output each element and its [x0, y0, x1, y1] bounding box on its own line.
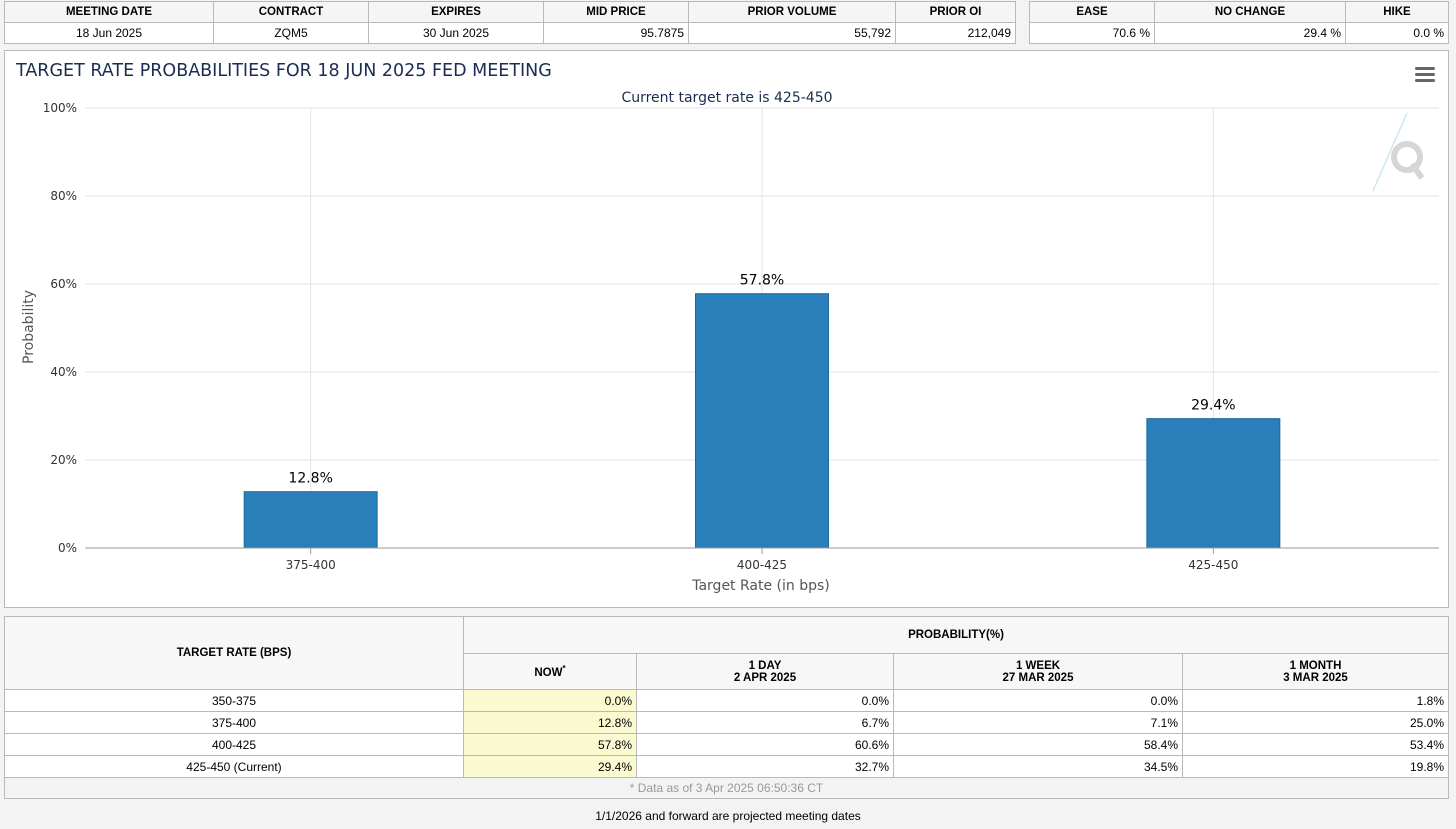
hamburger-menu-icon[interactable]: [1412, 63, 1438, 85]
bar-375-400[interactable]: [243, 491, 378, 549]
one-month-column-header: 1 MONTH 3 MAR 2025: [1182, 653, 1449, 690]
one-month-label: 1 MONTH: [1289, 659, 1342, 672]
probability-history-table: TARGET RATE (BPS) PROBABILITY(%) NOW* 1 …: [4, 616, 1449, 799]
bar-data-label: 12.8%: [288, 471, 332, 487]
now-value-cell: 0.0%: [463, 689, 637, 712]
one-month-date: 3 MAR 2025: [1283, 671, 1348, 684]
meeting-info-table: MEETING DATE CONTRACT EXPIRES MID PRICE …: [4, 1, 1016, 44]
prior-volume-header: PRIOR VOLUME: [688, 1, 896, 23]
now-column-header: NOW*: [463, 653, 637, 690]
footnote-row: * Data as of 3 Apr 2025 06:50:36 CT: [4, 777, 1449, 799]
bar-400-425[interactable]: [695, 293, 829, 549]
mid-price-value: 95.7875: [543, 22, 689, 44]
chart-subtitle: Current target rate is 425-450: [621, 90, 832, 106]
prior-oi-header: PRIOR OI: [895, 1, 1016, 23]
one-month-value-cell: 19.8%: [1182, 755, 1449, 778]
chart-bars: [243, 293, 1281, 549]
ease-header: EASE: [1029, 1, 1155, 23]
target-rate-chart: TARGET RATE PROBABILITIES FOR 18 JUN 202…: [15, 61, 1439, 594]
table-row: 375-400 12.8% 6.7% 7.1% 25.0%: [4, 711, 1449, 734]
one-day-value-cell: 60.6%: [636, 733, 894, 756]
one-week-value-cell: 7.1%: [893, 711, 1183, 734]
one-month-value-cell: 25.0%: [1182, 711, 1449, 734]
y-tick-label: 80%: [50, 189, 77, 203]
y-tick-label: 0%: [58, 541, 77, 555]
one-day-value-cell: 32.7%: [636, 755, 894, 778]
mid-price-header: MID PRICE: [543, 1, 689, 23]
one-month-value-cell: 1.8%: [1182, 689, 1449, 712]
x-axis-title: Target Rate (in bps): [691, 578, 830, 594]
target-rate-header: TARGET RATE (BPS): [4, 616, 464, 690]
ease-value: 70.6 %: [1029, 22, 1155, 44]
hike-value: 0.0 %: [1345, 22, 1449, 44]
probability-summary-table: EASE NO CHANGE HIKE 70.6 % 29.4 % 0.0 %: [1029, 1, 1449, 44]
contract-value: ZQM5: [213, 22, 369, 44]
one-week-value-cell: 58.4%: [893, 733, 1183, 756]
one-week-column-header: 1 WEEK 27 MAR 2025: [893, 653, 1183, 690]
y-tick-label: 20%: [50, 453, 77, 467]
one-week-label: 1 WEEK: [1015, 659, 1061, 672]
one-week-date: 27 MAR 2025: [1002, 671, 1074, 684]
one-week-value-cell: 0.0%: [893, 689, 1183, 712]
summary-row: 70.6 % 29.4 % 0.0 %: [1029, 22, 1449, 44]
x-tick-label: 375-400: [286, 558, 336, 572]
target-rate-cell: 375-400: [4, 711, 464, 734]
target-rate-cell: 425-450 (Current): [4, 755, 464, 778]
expires-value: 30 Jun 2025: [368, 22, 544, 44]
hike-header: HIKE: [1345, 1, 1449, 23]
bar-data-label: 29.4%: [1191, 398, 1235, 414]
q-logo-icon: [1372, 112, 1425, 192]
one-day-column-header: 1 DAY 2 APR 2025: [636, 653, 894, 690]
meeting-date-header: MEETING DATE: [4, 1, 214, 23]
x-tick-label: 425-450: [1188, 558, 1238, 572]
y-tick-label: 60%: [50, 277, 77, 291]
one-day-date: 2 APR 2025: [733, 671, 797, 684]
chart-labels: 0% 20% 40% 60% 80% 100% 12.8% 375-400 57.8% 400-4…: [43, 101, 1439, 572]
meeting-info-header-row: MEETING DATE CONTRACT EXPIRES MID PRICE …: [4, 1, 1016, 23]
one-day-value-cell: 6.7%: [636, 711, 894, 734]
table-row: 350-375 0.0% 0.0% 0.0% 1.8%: [4, 689, 1449, 712]
one-week-value-cell: 34.5%: [893, 755, 1183, 778]
expires-header: EXPIRES: [368, 1, 544, 23]
now-value-cell: 29.4%: [463, 755, 637, 778]
meeting-info-row: 18 Jun 2025 ZQM5 30 Jun 2025 95.7875 55,…: [4, 22, 1016, 44]
prob-table-header-row-1: TARGET RATE (BPS) PROBABILITY(%): [4, 616, 1449, 690]
y-axis-title: Probability: [21, 290, 37, 364]
data-timestamp-footnote: * Data as of 3 Apr 2025 06:50:36 CT: [4, 777, 1449, 799]
meeting-date-value: 18 Jun 2025: [4, 22, 214, 44]
prior-volume-value: 55,792: [688, 22, 896, 44]
now-column-marker: *: [562, 664, 566, 674]
prior-oi-value: 212,049: [895, 22, 1016, 44]
bar-data-label: 57.8%: [740, 273, 784, 289]
prob-table-header-row-2: NOW* 1 DAY 2 APR 2025 1 WEEK 27 MAR 2025…: [5, 653, 1449, 690]
chart-title: TARGET RATE PROBABILITIES FOR 18 JUN 202…: [15, 61, 552, 81]
target-rate-cell: 400-425: [4, 733, 464, 756]
target-rate-cell: 350-375: [4, 689, 464, 712]
one-day-value-cell: 0.0%: [636, 689, 894, 712]
projected-dates-note: 1/1/2026 and forward are projected meeti…: [595, 809, 861, 823]
y-tick-label: 100%: [43, 101, 77, 115]
table-row: 425-450 (Current) 29.4% 32.7% 34.5% 19.8…: [4, 755, 1449, 778]
one-day-label: 1 DAY: [748, 659, 782, 672]
now-value-cell: 57.8%: [463, 733, 637, 756]
y-tick-label: 40%: [50, 365, 77, 379]
probability-header: PROBABILITY(%): [463, 616, 1449, 654]
table-row: 400-425 57.8% 60.6% 58.4% 53.4%: [4, 733, 1449, 756]
now-column-label: NOW: [534, 666, 563, 679]
chart-panel: TARGET RATE PROBABILITIES FOR 18 JUN 202…: [4, 50, 1449, 608]
no-change-value: 29.4 %: [1154, 22, 1346, 44]
no-change-header: NO CHANGE: [1154, 1, 1346, 23]
bar-425-450[interactable]: [1146, 418, 1281, 549]
summary-header-row: EASE NO CHANGE HIKE: [1029, 1, 1449, 23]
one-month-value-cell: 53.4%: [1182, 733, 1449, 756]
now-value-cell: 12.8%: [463, 711, 637, 734]
x-tick-label: 400-425: [737, 558, 787, 572]
contract-header: CONTRACT: [213, 1, 369, 23]
